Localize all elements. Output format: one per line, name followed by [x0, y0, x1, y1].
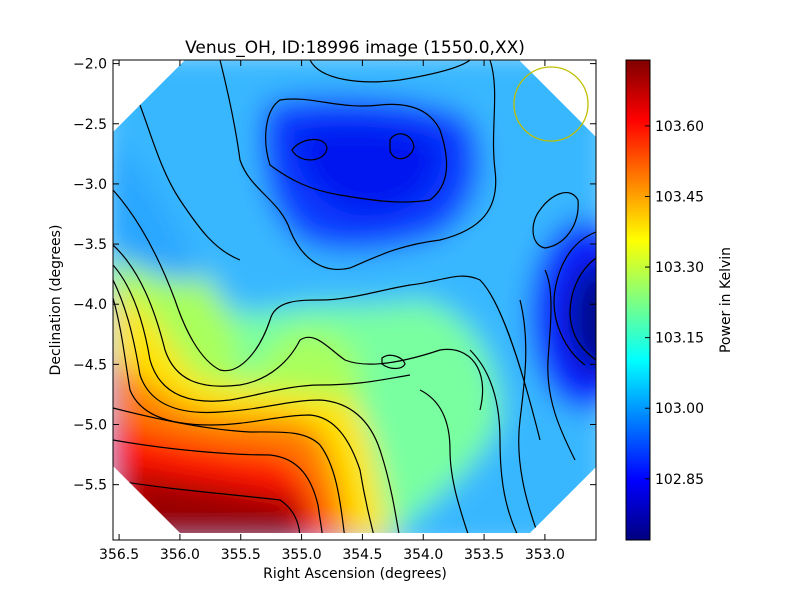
contour-line — [309, 60, 471, 83]
contour-line — [389, 133, 415, 160]
y-tick-label: −3.5 — [73, 237, 107, 253]
x-tick-label: 354.5 — [342, 547, 382, 563]
contour-line — [419, 389, 471, 533]
contour-line — [137, 99, 241, 261]
plot-frame — [112, 59, 597, 541]
y-tick-label: −4.5 — [73, 357, 107, 373]
y-tick-label: −3.0 — [73, 177, 107, 193]
x-tick-label: 353.5 — [464, 547, 504, 563]
contour-line — [113, 297, 376, 533]
x-axis-label: Right Ascension (degrees) — [263, 566, 447, 582]
contour-line — [219, 60, 497, 270]
colorbar-ticks: 103.60 103.45 103.30 103.15 103.00 102.85 — [645, 119, 704, 488]
contour-line — [265, 98, 448, 203]
colorbar — [625, 59, 651, 541]
contour-line — [469, 349, 521, 533]
x-tick-label: 356.5 — [99, 547, 139, 563]
contour-line — [113, 439, 324, 533]
contour-line — [113, 279, 401, 533]
colorbar-tick-label: 103.00 — [655, 401, 704, 417]
contour-line — [113, 479, 301, 533]
x-tick-label: 356.0 — [160, 547, 200, 563]
contour-line — [291, 139, 328, 161]
colorbar-tick-label: 103.45 — [655, 189, 704, 205]
heatmap-image — [113, 60, 596, 533]
y-tick-label: −5.5 — [73, 478, 107, 494]
contour-line — [113, 407, 346, 533]
contour-line — [518, 299, 541, 533]
contour-line — [544, 269, 576, 461]
y-tick-label: −5.0 — [73, 418, 107, 434]
colorbar-tick-label: 102.85 — [655, 472, 704, 488]
contour-line — [113, 189, 541, 441]
y-axis-label: Declination (degrees) — [48, 225, 64, 376]
y-tick-label: −4.0 — [73, 297, 107, 313]
contour-line — [113, 244, 484, 411]
x-tick-label: 355.5 — [221, 547, 261, 563]
colorbar-tick-label: 103.30 — [655, 260, 704, 276]
contour-line — [532, 192, 579, 249]
x-axis-ticks: 356.5 356.0 355.5 355.0 354.5 354.0 353.5 353.0 — [99, 60, 565, 563]
y-axis-ticks: −2.0 −2.5 −3.0 −3.5 −4.0 −4.5 −5.0 −5.5 — [73, 57, 596, 494]
contour-line — [113, 264, 411, 402]
x-tick-label: 355.0 — [282, 547, 322, 563]
colorbar-label: Power in Kelvin — [718, 247, 734, 353]
chart-title: Venus_OH, ID:18996 image (1550.0,XX) — [185, 38, 525, 58]
y-tick-label: −2.5 — [73, 117, 107, 133]
colorbar-tick-label: 103.60 — [655, 119, 704, 135]
x-tick-label: 354.0 — [403, 547, 443, 563]
contour-lines — [113, 60, 596, 533]
beam-circle — [513, 66, 589, 142]
colorbar-tick-label: 103.15 — [655, 331, 704, 347]
contour-line — [381, 354, 406, 370]
x-tick-label: 353.0 — [525, 547, 565, 563]
y-tick-label: −2.0 — [73, 57, 107, 73]
contour-line — [553, 231, 596, 366]
contour-line — [569, 257, 596, 361]
